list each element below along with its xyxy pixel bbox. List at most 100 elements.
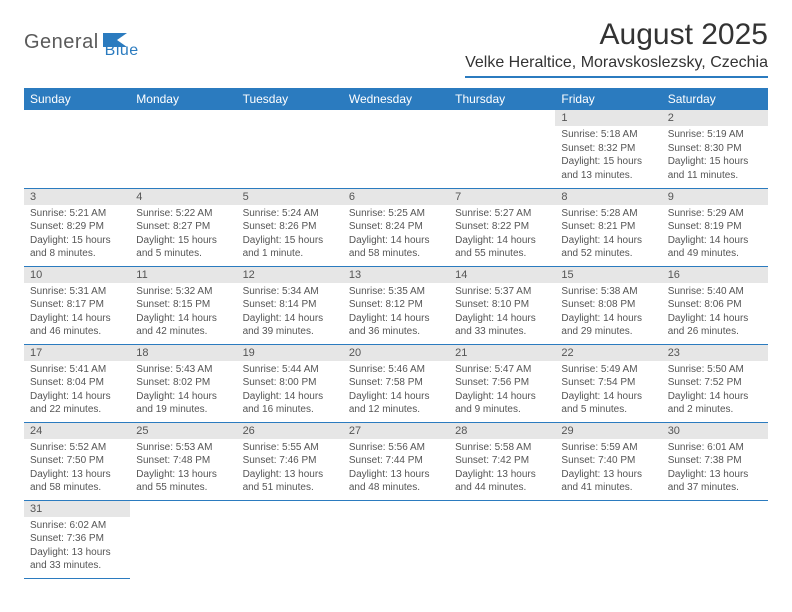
day-data: Sunrise: 5:46 AMSunset: 7:58 PMDaylight:… xyxy=(343,361,449,419)
calendar-cell: 27Sunrise: 5:56 AMSunset: 7:44 PMDayligh… xyxy=(343,422,449,500)
logo-text-a: General xyxy=(24,31,99,54)
day-number: 7 xyxy=(449,189,555,205)
day-data: Sunrise: 5:34 AMSunset: 8:14 PMDaylight:… xyxy=(237,283,343,341)
calendar-row: 3Sunrise: 5:21 AMSunset: 8:29 PMDaylight… xyxy=(24,188,768,266)
day-data: Sunrise: 5:28 AMSunset: 8:21 PMDaylight:… xyxy=(555,205,661,263)
calendar-cell: 10Sunrise: 5:31 AMSunset: 8:17 PMDayligh… xyxy=(24,266,130,344)
day-number: 19 xyxy=(237,345,343,361)
calendar-row: 1Sunrise: 5:18 AMSunset: 8:32 PMDaylight… xyxy=(24,110,768,188)
calendar-cell xyxy=(237,110,343,188)
calendar-cell: 22Sunrise: 5:49 AMSunset: 7:54 PMDayligh… xyxy=(555,344,661,422)
weekday-header: Wednesday xyxy=(343,88,449,110)
calendar-cell xyxy=(343,500,449,578)
calendar-cell: 21Sunrise: 5:47 AMSunset: 7:56 PMDayligh… xyxy=(449,344,555,422)
day-number: 15 xyxy=(555,267,661,283)
calendar-cell: 25Sunrise: 5:53 AMSunset: 7:48 PMDayligh… xyxy=(130,422,236,500)
month-title: August 2025 xyxy=(465,18,768,52)
day-data: Sunrise: 5:25 AMSunset: 8:24 PMDaylight:… xyxy=(343,205,449,263)
weekday-header: Monday xyxy=(130,88,236,110)
calendar-cell: 29Sunrise: 5:59 AMSunset: 7:40 PMDayligh… xyxy=(555,422,661,500)
calendar-cell xyxy=(24,110,130,188)
day-number: 17 xyxy=(24,345,130,361)
calendar-cell: 9Sunrise: 5:29 AMSunset: 8:19 PMDaylight… xyxy=(662,188,768,266)
day-data: Sunrise: 5:50 AMSunset: 7:52 PMDaylight:… xyxy=(662,361,768,419)
calendar-cell: 23Sunrise: 5:50 AMSunset: 7:52 PMDayligh… xyxy=(662,344,768,422)
day-data: Sunrise: 5:59 AMSunset: 7:40 PMDaylight:… xyxy=(555,439,661,497)
day-number: 30 xyxy=(662,423,768,439)
day-data: Sunrise: 5:47 AMSunset: 7:56 PMDaylight:… xyxy=(449,361,555,419)
calendar-cell: 31Sunrise: 6:02 AMSunset: 7:36 PMDayligh… xyxy=(24,500,130,578)
calendar-cell: 19Sunrise: 5:44 AMSunset: 8:00 PMDayligh… xyxy=(237,344,343,422)
day-number: 6 xyxy=(343,189,449,205)
day-number: 26 xyxy=(237,423,343,439)
day-number: 14 xyxy=(449,267,555,283)
calendar-cell: 3Sunrise: 5:21 AMSunset: 8:29 PMDaylight… xyxy=(24,188,130,266)
calendar-cell: 11Sunrise: 5:32 AMSunset: 8:15 PMDayligh… xyxy=(130,266,236,344)
day-data: Sunrise: 5:24 AMSunset: 8:26 PMDaylight:… xyxy=(237,205,343,263)
day-data: Sunrise: 5:37 AMSunset: 8:10 PMDaylight:… xyxy=(449,283,555,341)
day-number: 2 xyxy=(662,110,768,126)
logo-text-b: Blue xyxy=(105,42,139,60)
day-data: Sunrise: 5:21 AMSunset: 8:29 PMDaylight:… xyxy=(24,205,130,263)
calendar-cell: 13Sunrise: 5:35 AMSunset: 8:12 PMDayligh… xyxy=(343,266,449,344)
weekday-header-row: SundayMondayTuesdayWednesdayThursdayFrid… xyxy=(24,88,768,110)
day-number: 23 xyxy=(662,345,768,361)
weekday-header: Sunday xyxy=(24,88,130,110)
day-number: 20 xyxy=(343,345,449,361)
weekday-header: Tuesday xyxy=(237,88,343,110)
calendar-cell: 5Sunrise: 5:24 AMSunset: 8:26 PMDaylight… xyxy=(237,188,343,266)
day-number: 18 xyxy=(130,345,236,361)
day-data: Sunrise: 5:49 AMSunset: 7:54 PMDaylight:… xyxy=(555,361,661,419)
calendar-cell: 24Sunrise: 5:52 AMSunset: 7:50 PMDayligh… xyxy=(24,422,130,500)
weekday-header: Thursday xyxy=(449,88,555,110)
calendar-cell xyxy=(130,500,236,578)
day-data: Sunrise: 6:02 AMSunset: 7:36 PMDaylight:… xyxy=(24,517,130,575)
day-data: Sunrise: 5:38 AMSunset: 8:08 PMDaylight:… xyxy=(555,283,661,341)
day-data: Sunrise: 5:35 AMSunset: 8:12 PMDaylight:… xyxy=(343,283,449,341)
calendar-row: 17Sunrise: 5:41 AMSunset: 8:04 PMDayligh… xyxy=(24,344,768,422)
calendar-cell xyxy=(555,500,661,578)
calendar-body: 1Sunrise: 5:18 AMSunset: 8:32 PMDaylight… xyxy=(24,110,768,578)
calendar-cell: 30Sunrise: 6:01 AMSunset: 7:38 PMDayligh… xyxy=(662,422,768,500)
calendar-cell: 8Sunrise: 5:28 AMSunset: 8:21 PMDaylight… xyxy=(555,188,661,266)
calendar-cell: 7Sunrise: 5:27 AMSunset: 8:22 PMDaylight… xyxy=(449,188,555,266)
day-number: 22 xyxy=(555,345,661,361)
weekday-header: Friday xyxy=(555,88,661,110)
day-data: Sunrise: 5:29 AMSunset: 8:19 PMDaylight:… xyxy=(662,205,768,263)
calendar-cell: 20Sunrise: 5:46 AMSunset: 7:58 PMDayligh… xyxy=(343,344,449,422)
day-data: Sunrise: 5:56 AMSunset: 7:44 PMDaylight:… xyxy=(343,439,449,497)
calendar-cell: 12Sunrise: 5:34 AMSunset: 8:14 PMDayligh… xyxy=(237,266,343,344)
calendar-cell: 17Sunrise: 5:41 AMSunset: 8:04 PMDayligh… xyxy=(24,344,130,422)
day-number: 11 xyxy=(130,267,236,283)
day-data: Sunrise: 5:41 AMSunset: 8:04 PMDaylight:… xyxy=(24,361,130,419)
day-data: Sunrise: 5:53 AMSunset: 7:48 PMDaylight:… xyxy=(130,439,236,497)
calendar-cell: 16Sunrise: 5:40 AMSunset: 8:06 PMDayligh… xyxy=(662,266,768,344)
calendar-cell xyxy=(449,500,555,578)
calendar-cell: 18Sunrise: 5:43 AMSunset: 8:02 PMDayligh… xyxy=(130,344,236,422)
calendar-cell: 4Sunrise: 5:22 AMSunset: 8:27 PMDaylight… xyxy=(130,188,236,266)
calendar-cell: 1Sunrise: 5:18 AMSunset: 8:32 PMDaylight… xyxy=(555,110,661,188)
day-data: Sunrise: 5:44 AMSunset: 8:00 PMDaylight:… xyxy=(237,361,343,419)
day-number: 13 xyxy=(343,267,449,283)
calendar-cell xyxy=(130,110,236,188)
day-number: 10 xyxy=(24,267,130,283)
day-data: Sunrise: 5:19 AMSunset: 8:30 PMDaylight:… xyxy=(662,126,768,184)
calendar-cell: 6Sunrise: 5:25 AMSunset: 8:24 PMDaylight… xyxy=(343,188,449,266)
logo: General Blue xyxy=(24,24,139,60)
day-number: 31 xyxy=(24,501,130,517)
calendar-cell xyxy=(237,500,343,578)
day-number: 1 xyxy=(555,110,661,126)
day-data: Sunrise: 5:52 AMSunset: 7:50 PMDaylight:… xyxy=(24,439,130,497)
day-number: 28 xyxy=(449,423,555,439)
calendar-cell: 2Sunrise: 5:19 AMSunset: 8:30 PMDaylight… xyxy=(662,110,768,188)
day-number: 12 xyxy=(237,267,343,283)
day-data: Sunrise: 5:32 AMSunset: 8:15 PMDaylight:… xyxy=(130,283,236,341)
day-number: 24 xyxy=(24,423,130,439)
calendar-cell xyxy=(449,110,555,188)
day-number: 5 xyxy=(237,189,343,205)
day-data: Sunrise: 5:18 AMSunset: 8:32 PMDaylight:… xyxy=(555,126,661,184)
header: General Blue August 2025 Velke Heraltice… xyxy=(24,18,768,78)
title-block: August 2025 Velke Heraltice, Moravskosle… xyxy=(465,18,768,78)
day-data: Sunrise: 5:55 AMSunset: 7:46 PMDaylight:… xyxy=(237,439,343,497)
day-number: 4 xyxy=(130,189,236,205)
